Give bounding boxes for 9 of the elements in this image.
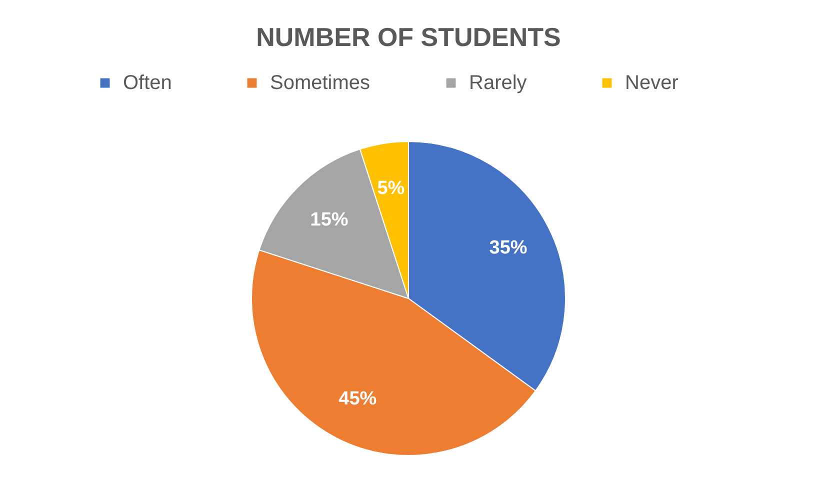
- legend-label: Never: [625, 72, 679, 94]
- chart-title: NUMBER OF STUDENTS: [256, 22, 561, 52]
- data-label: 15%: [310, 209, 348, 230]
- data-label: 35%: [489, 238, 528, 259]
- legend-label: Rarely: [469, 72, 527, 94]
- data-label: 5%: [377, 178, 405, 199]
- legend-label: Sometimes: [270, 72, 370, 94]
- legend-label: Often: [123, 72, 172, 94]
- data-label: 45%: [338, 388, 377, 410]
